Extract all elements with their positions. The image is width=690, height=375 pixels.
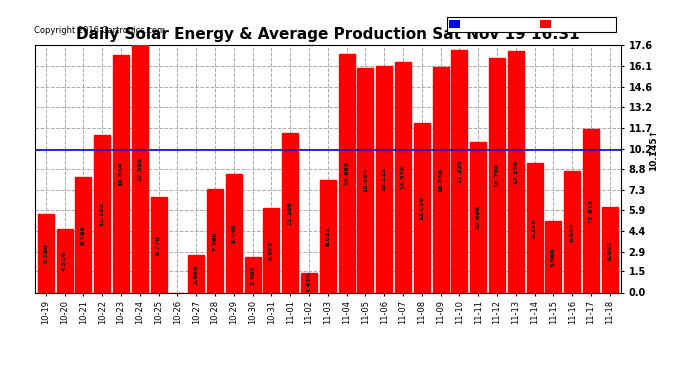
Bar: [602, 207, 618, 292]
Text: 16.066: 16.066: [438, 168, 443, 192]
Bar: [433, 67, 448, 292]
Bar: [264, 208, 279, 292]
Bar: [489, 58, 505, 292]
Bar: [564, 171, 580, 292]
Bar: [339, 54, 355, 292]
Bar: [94, 135, 110, 292]
Bar: [38, 214, 54, 292]
Text: 5.580: 5.580: [43, 243, 48, 263]
Text: 11.308: 11.308: [288, 201, 293, 225]
Bar: [357, 68, 373, 292]
Bar: [545, 221, 562, 292]
Bar: [583, 129, 599, 292]
Bar: [376, 66, 392, 292]
Bar: [188, 255, 204, 292]
Bar: [150, 197, 166, 292]
Bar: [282, 134, 298, 292]
Bar: [319, 180, 336, 292]
Bar: [470, 142, 486, 292]
Text: 9.196: 9.196: [532, 218, 537, 238]
Text: 6.770: 6.770: [156, 235, 161, 255]
Bar: [207, 189, 223, 292]
Bar: [526, 163, 542, 292]
Text: 8.440: 8.440: [231, 223, 236, 243]
Text: 6.092: 6.092: [607, 240, 612, 260]
Text: 8.196: 8.196: [81, 225, 86, 245]
Text: 16.112: 16.112: [382, 167, 386, 191]
Text: 17.150: 17.150: [513, 160, 518, 184]
Text: 2.668: 2.668: [194, 264, 199, 284]
Bar: [132, 45, 148, 292]
Text: 11.612: 11.612: [589, 199, 593, 223]
Text: 15.984: 15.984: [363, 168, 368, 192]
Text: 6.002: 6.002: [269, 240, 274, 260]
Bar: [301, 273, 317, 292]
Text: 16.706: 16.706: [495, 163, 500, 187]
Bar: [57, 229, 72, 292]
Text: 8.644: 8.644: [570, 222, 575, 242]
Bar: [414, 123, 430, 292]
Text: 1.420: 1.420: [306, 273, 311, 292]
Bar: [75, 177, 91, 292]
Text: 16.982: 16.982: [344, 161, 349, 185]
Text: 17.220: 17.220: [457, 159, 462, 183]
Text: 12.026: 12.026: [420, 196, 424, 220]
Bar: [508, 51, 524, 292]
Text: 5.066: 5.066: [551, 247, 556, 267]
Text: 2.502: 2.502: [250, 265, 255, 285]
Text: 10.696: 10.696: [475, 205, 481, 230]
Bar: [113, 55, 129, 292]
Text: 8.022: 8.022: [325, 226, 331, 246]
Legend: Average  (kWh), Daily  (kWh): Average (kWh), Daily (kWh): [446, 17, 616, 32]
Text: 17.568: 17.568: [137, 157, 142, 181]
Text: 16.884: 16.884: [119, 162, 124, 186]
Title: Daily Solar Energy & Average Production Sat Nov 19 16:31: Daily Solar Energy & Average Production …: [76, 27, 580, 42]
Text: 16.376: 16.376: [400, 165, 406, 189]
Text: 11.182: 11.182: [99, 202, 105, 226]
Text: 7.360: 7.360: [213, 231, 217, 251]
Bar: [395, 62, 411, 292]
Bar: [226, 174, 241, 292]
Bar: [451, 50, 467, 292]
Bar: [244, 257, 261, 292]
Text: 4.514: 4.514: [62, 251, 67, 271]
Text: Copyright 2016 Cartronics.com: Copyright 2016 Cartronics.com: [34, 26, 166, 35]
Text: 10.145↑: 10.145↑: [649, 129, 658, 171]
